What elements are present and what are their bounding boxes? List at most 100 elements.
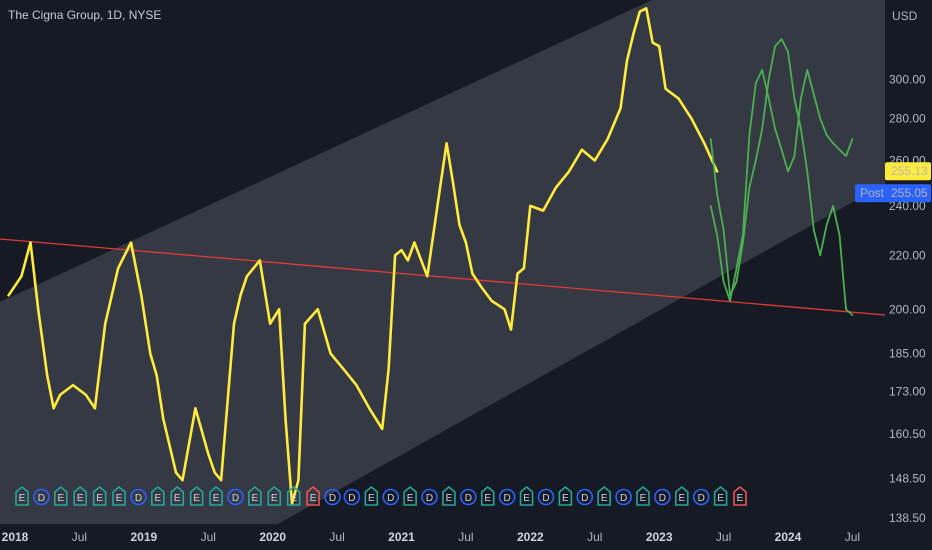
event-icon-label: E bbox=[290, 493, 297, 504]
trend-line[interactable] bbox=[0, 238, 886, 316]
event-icon-label: D bbox=[465, 493, 472, 504]
event-icon-label: E bbox=[213, 493, 220, 504]
earnings-icon[interactable]: D bbox=[498, 488, 516, 506]
dividend-icon[interactable]: E bbox=[209, 485, 223, 506]
price-axis[interactable] bbox=[885, 0, 932, 550]
earnings-icon-shape bbox=[498, 488, 516, 506]
last-price-badge[interactable] bbox=[885, 162, 931, 181]
earnings-icon-shape bbox=[382, 488, 400, 506]
earnings-icon-shape bbox=[227, 488, 244, 506]
earnings-icon-shape bbox=[537, 488, 555, 506]
earnings-icon[interactable]: D bbox=[130, 488, 147, 506]
dividend-icon-shape bbox=[209, 485, 223, 506]
dividend-icon[interactable]: E bbox=[151, 485, 165, 506]
event-icon-label: E bbox=[155, 493, 162, 504]
event-icon-label: E bbox=[310, 493, 317, 504]
dividend-icon[interactable]: E bbox=[713, 485, 728, 506]
event-icon-label: D bbox=[387, 493, 394, 504]
dividend-icon[interactable]: E bbox=[442, 485, 456, 506]
dividend-icon-shape bbox=[558, 485, 573, 506]
earnings-icon[interactable]: D bbox=[324, 488, 341, 506]
dividend-icon[interactable]: E bbox=[364, 485, 379, 506]
dividend-icon-shape bbox=[248, 485, 262, 506]
projection-path-2[interactable] bbox=[709, 69, 854, 302]
event-icon-label: D bbox=[426, 493, 433, 504]
y-tick-label: 200.00 bbox=[889, 302, 926, 316]
channel-band[interactable] bbox=[0, 0, 885, 534]
y-tick-label: 300.00 bbox=[889, 72, 926, 86]
earnings-icon[interactable]: D bbox=[33, 488, 50, 506]
x-tick-label: 2019 bbox=[130, 530, 157, 544]
dividend-icon[interactable]: E bbox=[403, 485, 417, 506]
earnings-icon[interactable]: D bbox=[576, 488, 594, 506]
dividend-icon-shape bbox=[403, 485, 417, 506]
x-tick-label: 2020 bbox=[259, 530, 286, 544]
event-icon-label: D bbox=[659, 493, 666, 504]
earnings-icon[interactable]: D bbox=[343, 488, 361, 506]
earnings-icon[interactable]: D bbox=[421, 488, 438, 506]
dividend-icon-shape bbox=[442, 485, 456, 506]
event-icon-label: E bbox=[678, 493, 685, 504]
x-tick-label: 2024 bbox=[775, 530, 802, 544]
event-icon-label: D bbox=[620, 493, 627, 504]
event-icon-label: D bbox=[581, 493, 588, 504]
y-tick-label: 148.50 bbox=[889, 471, 926, 485]
dividend-icon-shape bbox=[519, 485, 534, 506]
x-tick-label: Jul bbox=[458, 530, 473, 544]
dividend-icon-shape bbox=[306, 485, 320, 506]
earnings-icon[interactable]: D bbox=[460, 488, 477, 506]
dividend-icon[interactable]: E bbox=[54, 485, 68, 506]
x-tick-label: 2022 bbox=[517, 530, 544, 544]
y-tick-label: 240.00 bbox=[889, 199, 926, 213]
upcoming-earnings-icon[interactable]: E bbox=[306, 485, 320, 506]
y-tick-label: 173.00 bbox=[889, 385, 926, 399]
earnings-icon[interactable]: D bbox=[692, 488, 710, 506]
event-icon-label: D bbox=[348, 493, 355, 504]
dividend-icon[interactable]: E bbox=[597, 485, 611, 506]
dividend-icon[interactable]: E bbox=[558, 485, 573, 506]
dividend-icon[interactable]: E bbox=[674, 485, 689, 506]
time-axis[interactable] bbox=[0, 524, 932, 550]
dividend-icon[interactable]: E bbox=[286, 485, 301, 506]
earnings-icon-shape bbox=[692, 488, 710, 506]
x-tick-label: Jul bbox=[329, 530, 344, 544]
earnings-icon[interactable]: D bbox=[382, 488, 400, 506]
earnings-icon[interactable]: D bbox=[654, 488, 671, 506]
y-tick-label: 160.50 bbox=[889, 427, 926, 441]
dividend-icon[interactable]: E bbox=[189, 485, 204, 506]
dividend-icon[interactable]: E bbox=[92, 485, 107, 506]
x-tick-label: Jul bbox=[72, 530, 87, 544]
post-market-badge[interactable] bbox=[855, 184, 931, 203]
earnings-icon[interactable]: D bbox=[615, 488, 632, 506]
dividend-icon-shape bbox=[267, 485, 282, 506]
dividend-icon[interactable]: E bbox=[636, 485, 650, 506]
event-icon-label: E bbox=[601, 493, 608, 504]
event-icon-label: E bbox=[77, 493, 84, 504]
projection-path-1[interactable] bbox=[709, 38, 854, 316]
dividend-icon[interactable]: E bbox=[170, 485, 185, 506]
upcoming-earnings-icon[interactable]: E bbox=[733, 485, 747, 506]
dividend-icon[interactable]: E bbox=[480, 485, 495, 506]
dividend-icon[interactable]: E bbox=[267, 485, 282, 506]
dividend-icon[interactable]: E bbox=[248, 485, 262, 506]
x-tick-label: 2021 bbox=[388, 530, 415, 544]
dividend-icon[interactable]: E bbox=[112, 485, 126, 506]
post-market-label: Post bbox=[860, 186, 885, 200]
dividend-icon[interactable]: E bbox=[519, 485, 534, 506]
chart-title: The Cigna Group, 1D, NYSE bbox=[8, 8, 162, 22]
event-icon-label: E bbox=[446, 493, 453, 504]
event-icon-label: E bbox=[19, 493, 26, 504]
dividend-icon-shape bbox=[480, 485, 495, 506]
event-icon-label: D bbox=[542, 493, 549, 504]
earnings-icon-shape bbox=[130, 488, 147, 506]
dividend-icon-shape bbox=[92, 485, 107, 506]
price-line[interactable] bbox=[7, 7, 719, 505]
y-tick-label: 138.50 bbox=[889, 511, 926, 525]
dividend-icon[interactable]: E bbox=[73, 485, 88, 506]
earnings-icon[interactable]: D bbox=[537, 488, 555, 506]
earnings-icon[interactable]: D bbox=[227, 488, 244, 506]
x-tick-label: Jul bbox=[587, 530, 602, 544]
x-tick-label: Jul bbox=[201, 530, 216, 544]
dividend-icon[interactable]: E bbox=[15, 485, 29, 506]
